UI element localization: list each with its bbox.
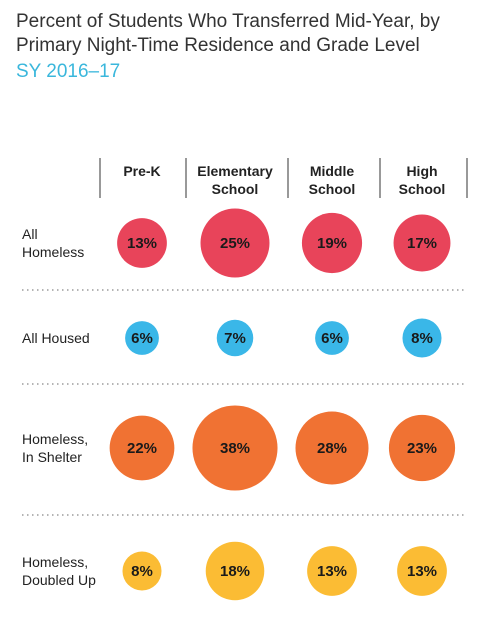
- data-label: 25%: [220, 235, 250, 252]
- data-bubble: [125, 321, 159, 355]
- row-label: Homeless, In Shelter: [22, 431, 88, 465]
- data-label: 38%: [220, 440, 250, 457]
- chart-title: Percent of Students Who Transferred Mid-…: [16, 11, 440, 56]
- column-header: High School: [399, 163, 446, 197]
- data-label: 23%: [407, 440, 437, 457]
- data-bubble: [307, 546, 357, 596]
- row-label: Homeless, Doubled Up: [22, 554, 96, 588]
- data-bubble: [301, 212, 363, 274]
- data-label: 22%: [127, 440, 157, 457]
- data-bubble: [216, 319, 254, 357]
- data-bubble: [192, 405, 278, 491]
- data-label: 18%: [220, 563, 250, 580]
- row-label: All Housed: [22, 330, 90, 346]
- column-header: Elementary School: [197, 163, 273, 197]
- chart-subtitle: SY 2016–17: [16, 61, 121, 82]
- data-label: 7%: [224, 330, 246, 347]
- row-label: All Homeless: [22, 226, 84, 260]
- data-label: 19%: [317, 235, 347, 252]
- data-label: 8%: [411, 330, 433, 347]
- data-label: 6%: [321, 330, 343, 347]
- data-bubble: [315, 321, 349, 355]
- data-label: 6%: [131, 330, 153, 347]
- data-label: 17%: [407, 235, 437, 252]
- data-bubble: [117, 218, 167, 268]
- column-header: Pre-K: [123, 163, 160, 179]
- data-label: 13%: [127, 235, 157, 252]
- data-bubble: [109, 415, 175, 481]
- data-label: 28%: [317, 440, 347, 457]
- data-bubble: [402, 318, 442, 358]
- data-bubble: [205, 541, 265, 601]
- data-bubble: [397, 546, 447, 596]
- data-bubble: [388, 414, 456, 482]
- data-bubble: [295, 411, 369, 485]
- data-bubble: [122, 551, 162, 591]
- data-label: 8%: [131, 563, 153, 580]
- data-bubble: [200, 208, 270, 278]
- column-header: Middle School: [309, 163, 356, 197]
- data-label: 13%: [317, 563, 347, 580]
- data-label: 13%: [407, 563, 437, 580]
- data-bubble: [393, 214, 451, 272]
